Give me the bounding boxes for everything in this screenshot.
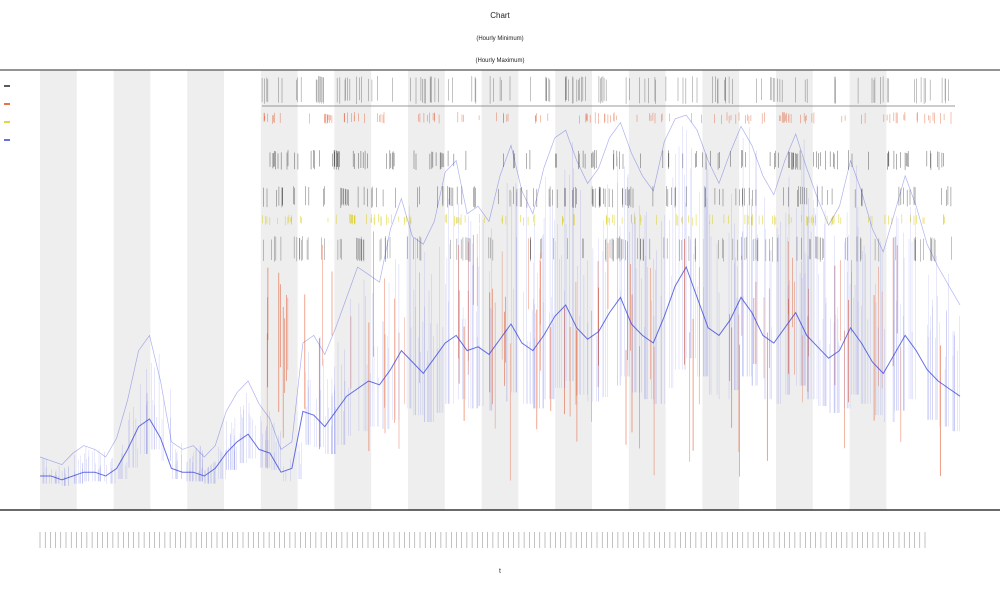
- shaded-band: [776, 70, 813, 510]
- shaded-band: [113, 70, 151, 510]
- chart-title-group: Chart (Hourly Minimum) (Hourly Maximum): [475, 11, 524, 64]
- shaded-band: [555, 70, 592, 510]
- shaded-band: [849, 70, 887, 510]
- x-axis-label: t: [499, 568, 501, 575]
- x-tick-labels: [39, 532, 926, 548]
- shaded-band: [187, 70, 224, 510]
- shaded-band: [334, 70, 372, 510]
- chart-title-line-3: (Hourly Maximum): [475, 58, 524, 64]
- chart-title-line-1: Chart: [490, 11, 510, 20]
- axes: [0, 69, 1000, 511]
- shaded-band: [260, 70, 298, 510]
- shaded-band: [408, 70, 445, 510]
- shaded-periods: [40, 70, 887, 510]
- shaded-band: [702, 70, 740, 510]
- series-line-min: [40, 265, 961, 481]
- shaded-band: [40, 70, 77, 510]
- series-line-max: [39, 114, 961, 466]
- chart-title-line-2: (Hourly Minimum): [476, 36, 523, 42]
- series-lines: [39, 114, 961, 486]
- shaded-band: [628, 70, 666, 510]
- shaded-band: [481, 70, 519, 510]
- legend: [4, 85, 10, 141]
- event-markers: [261, 76, 952, 481]
